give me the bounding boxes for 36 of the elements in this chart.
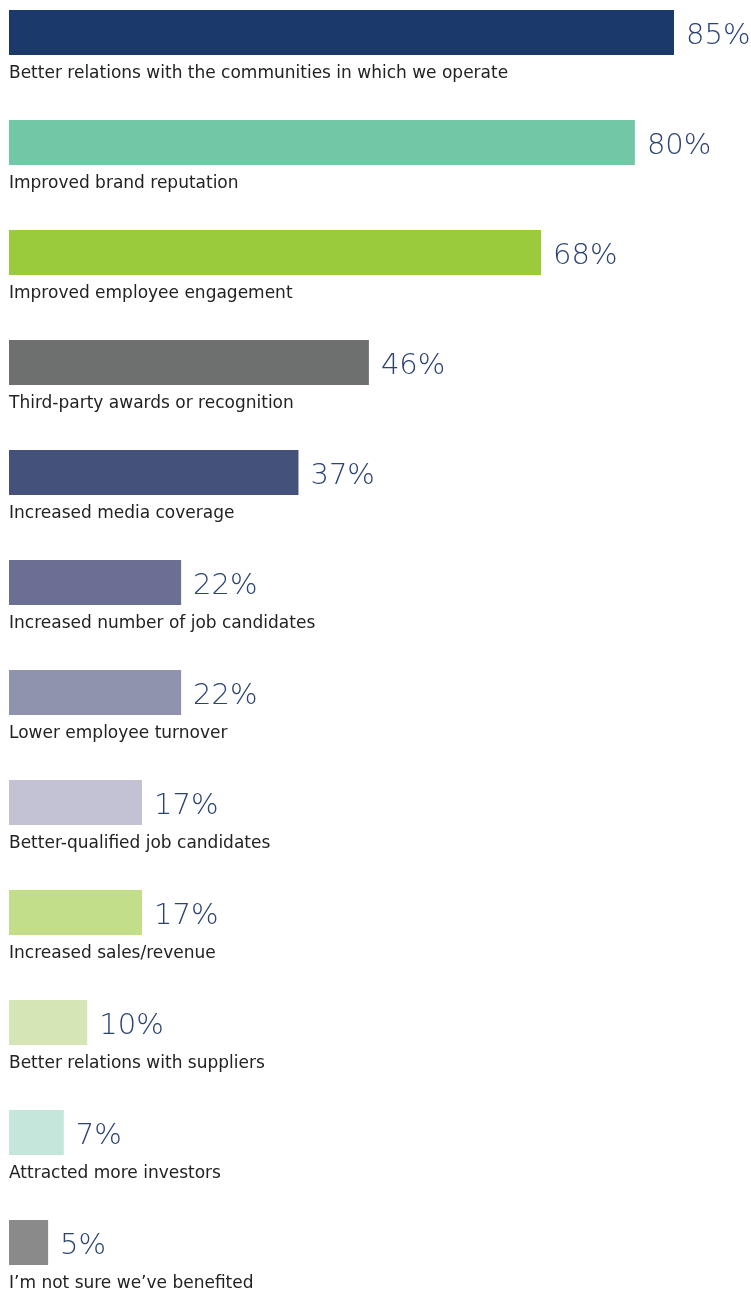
- bar: [9, 10, 674, 55]
- data-label: 5%: [60, 1226, 107, 1261]
- data-label: 17%: [154, 896, 219, 931]
- bar: [9, 1000, 88, 1045]
- data-label: 7%: [75, 1116, 122, 1151]
- bar: [9, 340, 369, 385]
- data-label: 22%: [193, 676, 258, 711]
- data-label: 80%: [646, 126, 712, 161]
- y-tick-label: Attracted more investors: [9, 1162, 222, 1182]
- y-tick-label: Lower employee turnover: [9, 722, 228, 742]
- bar: [9, 1110, 64, 1155]
- bar: [9, 120, 635, 165]
- y-tick-label: Better-qualified job candidates: [9, 832, 271, 852]
- bar: [9, 450, 299, 495]
- y-tick-label: Increased media coverage: [9, 502, 235, 522]
- bar: [9, 560, 182, 605]
- data-label: 85%: [686, 16, 751, 51]
- bar: [9, 230, 541, 275]
- data-label: 46%: [380, 346, 446, 381]
- bar: [9, 890, 142, 935]
- data-label: 37%: [310, 456, 375, 491]
- data-label: 22%: [193, 566, 258, 601]
- data-label: 68%: [553, 236, 618, 271]
- y-tick-label: Increased number of job candidates: [9, 612, 316, 632]
- y-tick-label: Improved brand reputation: [9, 172, 239, 192]
- y-tick-label: I’m not sure we’ve benefited: [9, 1272, 254, 1292]
- y-tick-label: Better relations with suppliers: [9, 1052, 265, 1072]
- data-label: 17%: [154, 786, 219, 821]
- y-tick-label: Better relations with the communities in which we operate: [9, 62, 509, 82]
- y-tick-label: Increased sales/revenue: [9, 942, 216, 962]
- bar: [9, 780, 142, 825]
- y-tick-label: Improved employee engagement: [9, 282, 293, 302]
- bar: [9, 1220, 49, 1265]
- data-label: 10%: [99, 1006, 164, 1041]
- y-tick-label: Third-party awards or recognition: [8, 392, 294, 412]
- bar: [9, 670, 182, 715]
